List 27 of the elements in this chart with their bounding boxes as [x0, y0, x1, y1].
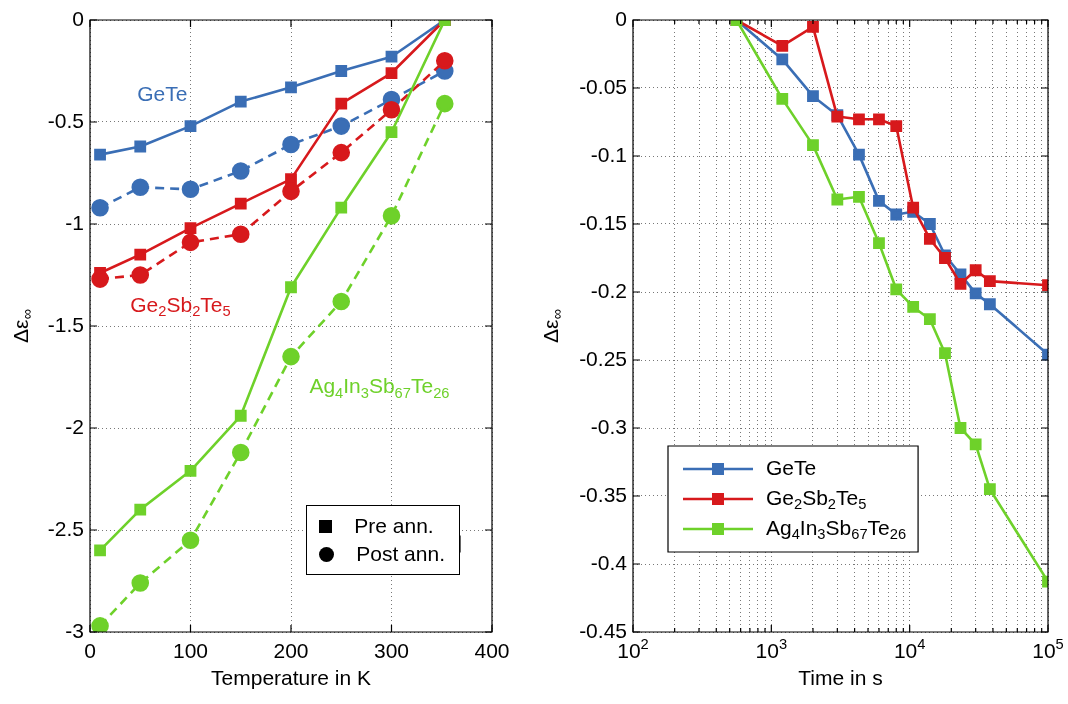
y-tick-label: -0.4: [590, 550, 628, 574]
y-axis-title: Δε∞: [538, 309, 566, 343]
x-axis-title: Time in s: [798, 665, 883, 689]
y-axis-title: Δε∞: [8, 309, 36, 343]
y-tick-label: 0: [615, 6, 627, 30]
y-tick-label: -0.15: [579, 210, 627, 234]
x-axis-title: Temperature in K: [211, 665, 371, 689]
y-tick-label: -0.05: [579, 74, 627, 98]
y-tick-label: -0.3: [590, 414, 627, 438]
x-tick-label: 400: [474, 638, 510, 662]
x-tick-label: 300: [373, 638, 410, 662]
y-tick-label: -0.1: [590, 142, 627, 166]
legend-label: GeTe: [766, 455, 817, 479]
annotation: Pre ann.: [354, 514, 434, 538]
y-tick-label: 0: [72, 6, 84, 30]
y-tick-label: -2.5: [47, 516, 84, 540]
y-tick-label: -2: [65, 414, 84, 438]
y-tick-label: -0.35: [579, 482, 627, 506]
x-tick-label: 200: [273, 638, 309, 662]
y-tick-label: -3: [65, 618, 84, 642]
x-tick-label: 100: [172, 638, 209, 662]
y-tick-label: -0.2: [590, 278, 627, 302]
y-tick-label: -1: [65, 210, 84, 234]
y-tick-label: -0.25: [579, 346, 627, 370]
y-tick-label: -1.5: [47, 312, 84, 336]
y-tick-label: -0.5: [47, 108, 84, 132]
annotation: GeTe: [137, 82, 188, 106]
